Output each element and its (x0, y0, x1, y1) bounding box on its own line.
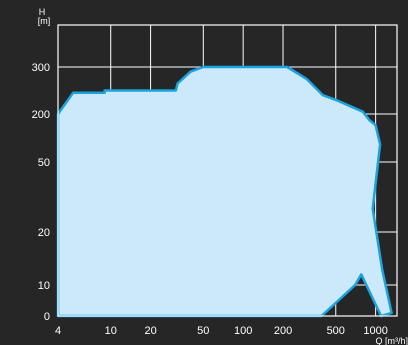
plot-frame (57, 24, 398, 317)
y-axis-ticks: 0 10 20 50 200 300 (32, 62, 50, 323)
x-tick-label: 200 (274, 325, 292, 337)
y-tick-label: 50 (38, 157, 50, 169)
y-tick-label: 20 (38, 227, 50, 239)
x-tick-label: 50 (197, 325, 209, 337)
x-tick-label: 500 (327, 325, 345, 337)
x-tick-label: 20 (144, 325, 156, 337)
x-tick-label: 10 (105, 325, 117, 337)
y-tick-label: 10 (38, 280, 50, 292)
operating-range-area (56, 65, 393, 318)
x-tick-label: 100 (234, 325, 252, 337)
y-axis-label: H (39, 7, 46, 17)
y-tick-label: 200 (32, 109, 50, 121)
y-tick-label: 0 (44, 311, 50, 323)
x-tick-label: 1000 (363, 325, 387, 337)
x-axis-label: Q [m³/h] (375, 336, 408, 345)
x-axis-ticks: 4 10 20 50 100 200 500 1000 (55, 325, 388, 337)
y-tick-label: 300 (32, 62, 50, 74)
x-tick-label: 4 (55, 325, 61, 337)
y-axis-unit: [m] (38, 16, 51, 26)
